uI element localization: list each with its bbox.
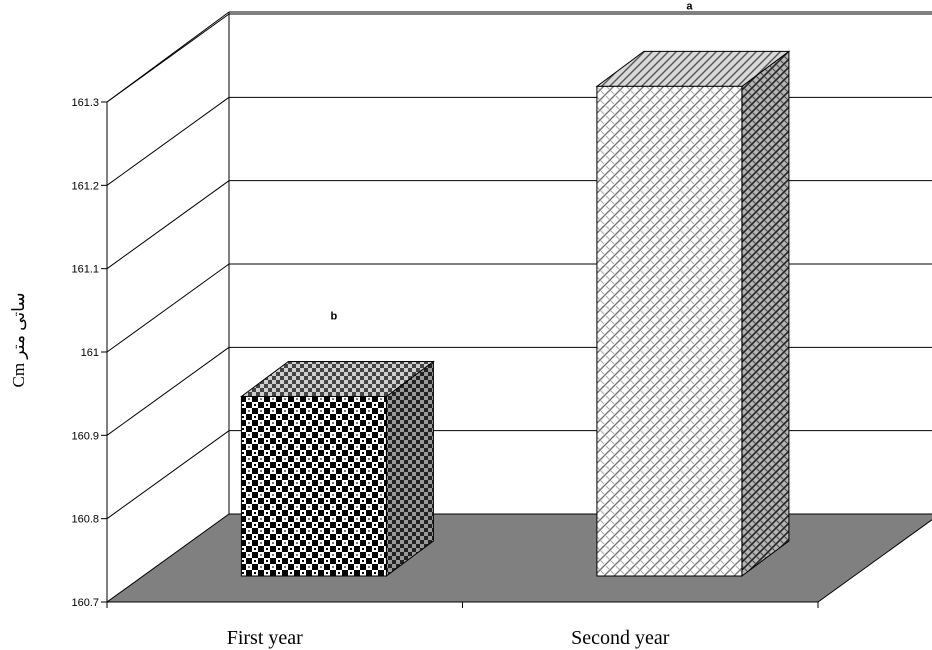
bar-side-face	[741, 50, 790, 577]
x-category-label: Second year	[571, 627, 670, 649]
y-tick-label: 160.8	[71, 514, 99, 526]
side-gridline	[106, 96, 230, 186]
side-gridline	[106, 430, 230, 520]
significance-letter: a	[686, 0, 693, 12]
chart-floor	[105, 513, 932, 603]
y-tick-label: 160.9	[71, 430, 99, 442]
y-tick-label: 161.3	[71, 97, 99, 109]
y-tick-label: 161.2	[71, 180, 99, 192]
side-gridline	[106, 13, 230, 103]
y-tick-label: 161.1	[71, 264, 99, 276]
y-tick-label: 160.7	[71, 597, 99, 609]
bar-side-face	[385, 360, 434, 577]
bar-front-face	[240, 395, 387, 577]
x-category-label: First year	[227, 627, 303, 649]
bar-front-face	[596, 85, 743, 577]
significance-letter: b	[331, 310, 338, 322]
y-tick-label: 161	[81, 347, 99, 359]
side-gridline	[106, 180, 230, 270]
side-gridline	[106, 263, 230, 353]
bar-1	[239, 360, 435, 577]
bar-2	[595, 50, 791, 577]
y-axis-label: Cm ساتی متر	[9, 292, 29, 387]
side-gridline	[106, 346, 230, 436]
